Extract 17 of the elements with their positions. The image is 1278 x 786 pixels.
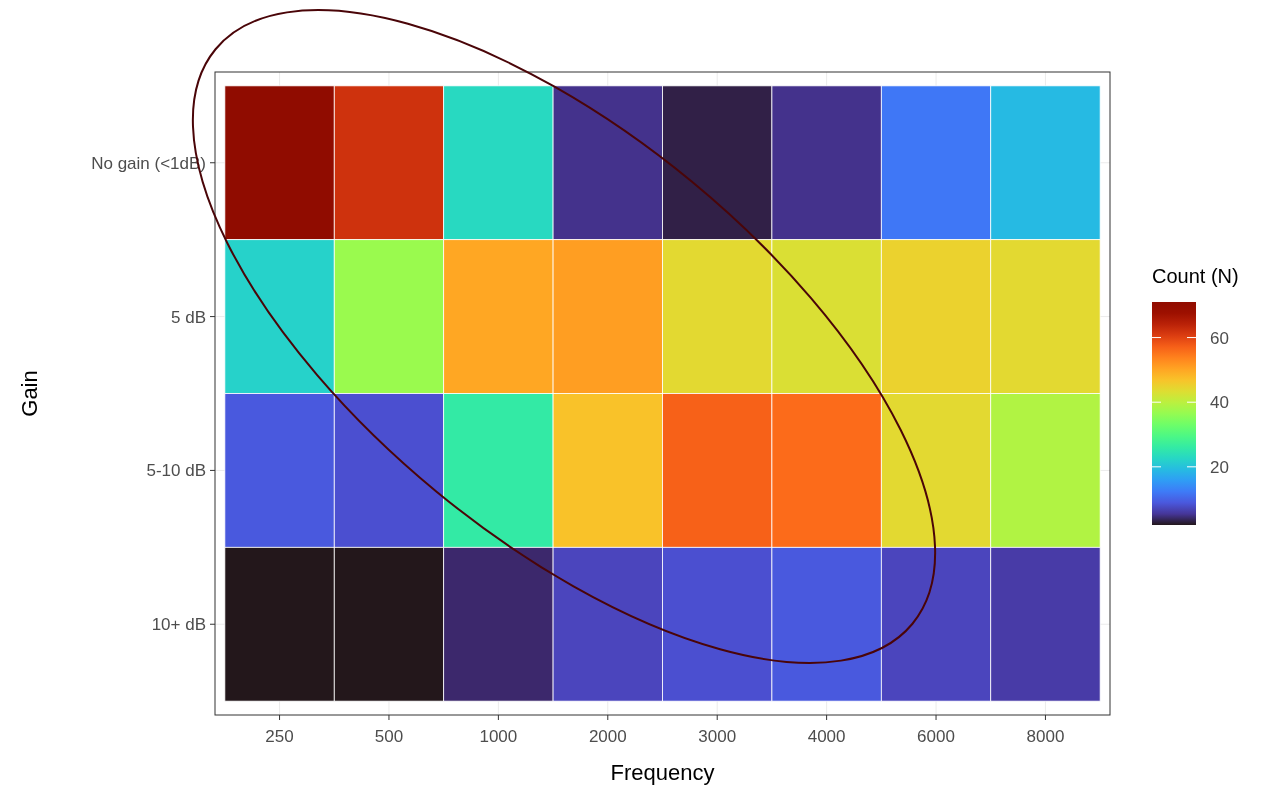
x-tick-label: 500 [374, 727, 404, 746]
y-axis-title: Gain [17, 370, 42, 417]
x-tick-label: 8000 [1026, 727, 1065, 746]
x-tick-label: 3000 [698, 727, 737, 746]
x-tick-label: 1000 [479, 727, 518, 746]
y-tick-label: 5-10 dB [146, 461, 206, 481]
color-bar-label: 60 [1210, 328, 1229, 348]
y-tick-label: 10+ dB [151, 615, 206, 635]
x-tick-label: 250 [265, 727, 294, 746]
y-tick-label: 5 dB [171, 307, 206, 327]
color-bar-label: 40 [1210, 393, 1229, 413]
x-tick-label: 4000 [807, 727, 846, 746]
x-axis-title: Frequency [610, 760, 715, 785]
legend-title: Count (N) [1152, 265, 1239, 287]
x-tick-label: 2000 [588, 727, 627, 746]
color-bar-label: 20 [1210, 457, 1229, 477]
x-tick-label: 6000 [917, 727, 955, 746]
